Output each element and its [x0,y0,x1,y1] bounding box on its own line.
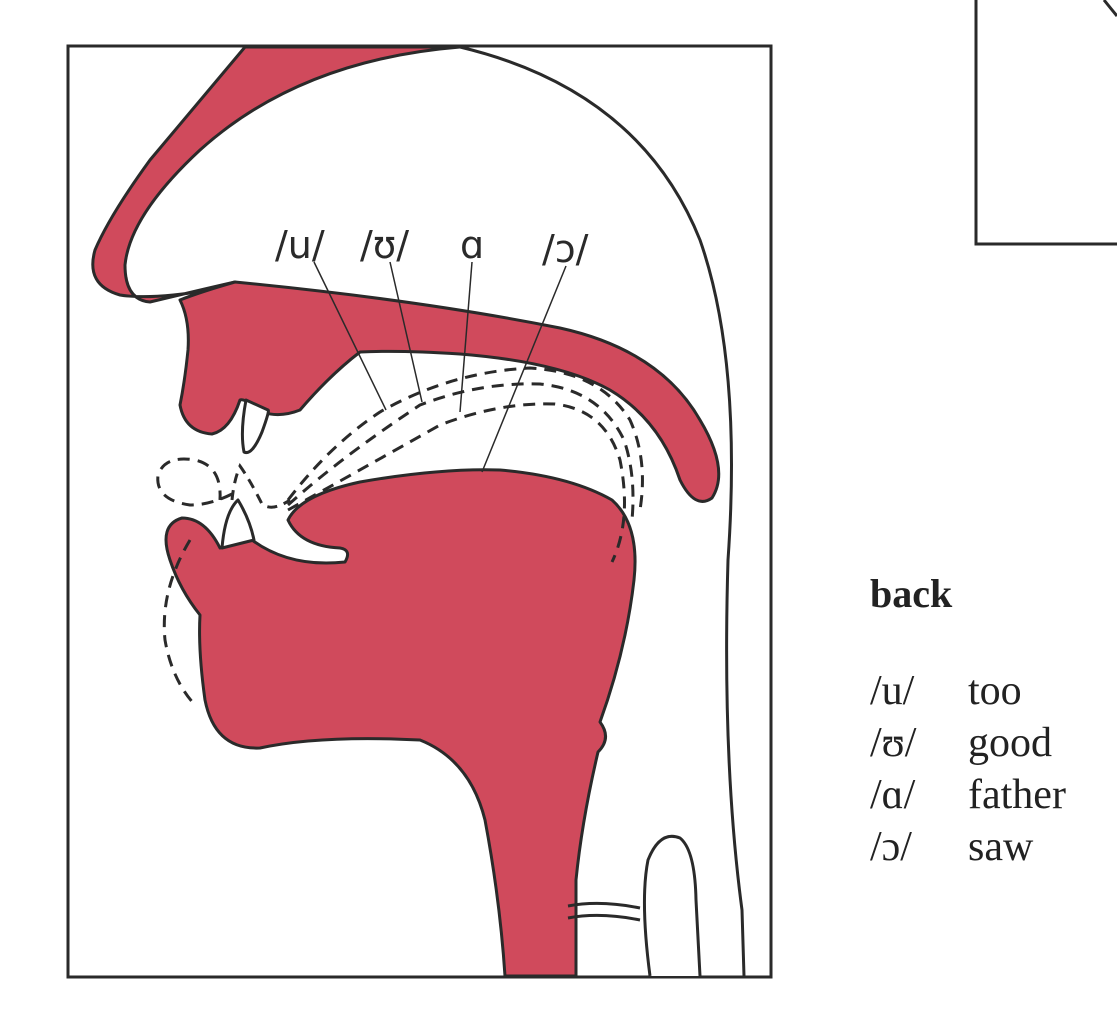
tongue-label-ɔ: /ɔ/ [542,227,589,271]
tongue-label-ʊ: /ʊ/ [360,223,409,267]
vowel-legend: back /u/ too /ʊ/ good /ɑ/ father /ɔ/ saw [870,570,1066,873]
legend-row: /ɔ/ saw [870,821,1066,873]
tooth-gap-dashed [230,462,291,509]
tongue-label-u: /u/ [275,223,325,267]
legend-word: saw [968,824,1034,870]
nose [91,45,462,304]
legend-title: back [870,571,953,616]
legend-row: /ɑ/ father [870,769,1066,821]
rounded-lower-lip-dashed [162,539,197,707]
tongue-position-ʊ-dashed [286,382,635,521]
tongue-position-ɔ-dashed [287,402,626,563]
legend-symbol: /u/ [870,668,915,714]
legend-symbol: /ɔ/ [870,824,912,870]
lower-tooth [220,498,256,550]
legend-word: good [968,720,1052,766]
leader-line-ɔ [481,265,567,473]
leader-line-ʊ [389,261,423,403]
head-outline [459,45,746,977]
upper-lip-palate [178,280,721,503]
legend-word: father [968,772,1066,818]
upper-tooth [240,398,270,455]
tongue-position-u-dashed [286,366,644,511]
legend-row: /u/ too [870,665,1066,717]
larynx [642,834,702,977]
tongue-label-ɑ: ɑ [460,223,484,267]
leader-line-ɑ [459,261,473,413]
leader-line-u [313,261,387,411]
legend-symbol: /ɑ/ [870,772,916,818]
legend-symbol: /ʊ/ [870,720,917,766]
adjacent-diagram-frame [974,0,1117,246]
rounded-upper-lip-dashed [156,457,233,507]
legend-word: too [968,668,1022,714]
adjacent-diagram-fragment [1102,0,1117,17]
break-mark [567,901,641,922]
legend-row: /ʊ/ good [870,717,1066,769]
